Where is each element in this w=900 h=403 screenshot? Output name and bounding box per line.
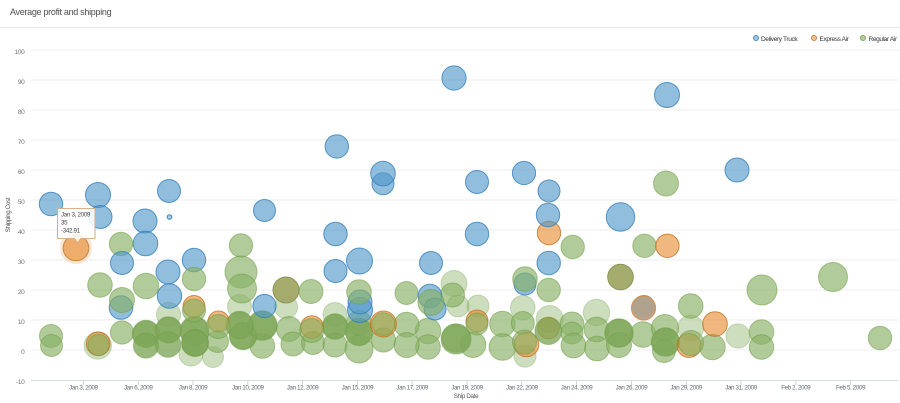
- svg-text:10: 10: [18, 319, 25, 326]
- svg-text:Jan 26, 2009: Jan 26, 2009: [616, 385, 648, 392]
- svg-text:Jan 6, 2009: Jan 6, 2009: [124, 385, 153, 392]
- svg-text:-10: -10: [16, 379, 25, 386]
- svg-text:90: 90: [18, 79, 25, 86]
- svg-text:30: 30: [18, 259, 25, 266]
- svg-text:Shipping Cost: Shipping Cost: [5, 197, 12, 232]
- svg-text:Feb 2, 2009: Feb 2, 2009: [781, 385, 811, 392]
- svg-text:50: 50: [18, 199, 25, 206]
- svg-text:Jan 3, 2009: Jan 3, 2009: [61, 212, 91, 219]
- svg-text:Jan 19, 2009: Jan 19, 2009: [451, 385, 483, 392]
- svg-text:Jan 8, 2009: Jan 8, 2009: [179, 385, 208, 392]
- svg-text:Jan 10, 2009: Jan 10, 2009: [232, 385, 264, 392]
- svg-text:40: 40: [18, 229, 25, 236]
- svg-text:Jan 3, 2009: Jan 3, 2009: [69, 385, 98, 392]
- svg-text:-342.91: -342.91: [61, 228, 81, 235]
- svg-text:80: 80: [18, 109, 25, 116]
- svg-text:100: 100: [15, 49, 26, 56]
- svg-text:Jan 31, 2009: Jan 31, 2009: [725, 385, 757, 392]
- svg-text:0: 0: [21, 349, 25, 356]
- svg-text:60: 60: [18, 169, 25, 176]
- svg-text:Jan 24, 2009: Jan 24, 2009: [561, 385, 593, 392]
- svg-text:Ship Date: Ship Date: [454, 393, 479, 400]
- svg-text:Jan 22, 2009: Jan 22, 2009: [506, 385, 538, 392]
- svg-text:20: 20: [18, 289, 25, 296]
- svg-text:Jan 15, 2009: Jan 15, 2009: [342, 385, 374, 392]
- svg-text:Jan 29, 2009: Jan 29, 2009: [670, 385, 702, 392]
- svg-text:Feb 5, 2009: Feb 5, 2009: [836, 385, 866, 392]
- svg-text:70: 70: [18, 139, 25, 146]
- svg-text:35: 35: [61, 220, 68, 227]
- svg-text:Jan 12, 2009: Jan 12, 2009: [287, 385, 319, 392]
- svg-text:Jan 17, 2009: Jan 17, 2009: [396, 385, 428, 392]
